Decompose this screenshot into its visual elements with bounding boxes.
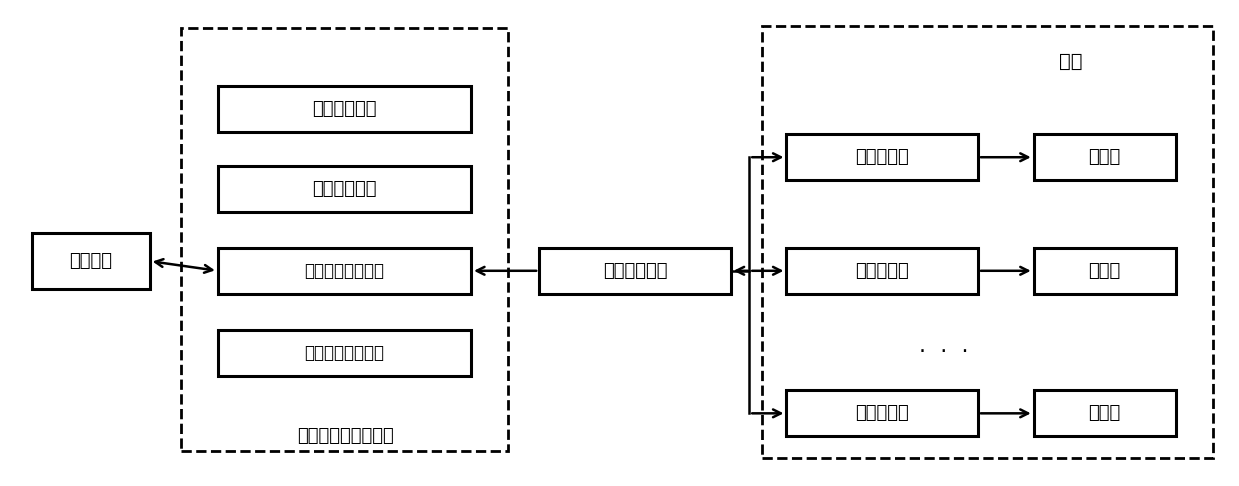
Bar [1033, 390, 1176, 436]
Bar [1033, 134, 1176, 180]
Text: 智能计算模块: 智能计算模块 [312, 180, 377, 198]
Bar [787, 134, 978, 180]
Bar [539, 248, 731, 294]
Text: 灌装机: 灌装机 [1089, 148, 1121, 166]
Text: 灌装机: 灌装机 [1089, 404, 1121, 422]
Text: 数据采集器: 数据采集器 [855, 404, 909, 422]
Bar [218, 330, 471, 376]
Bar [762, 26, 1213, 458]
Bar [218, 166, 471, 211]
Text: 无线通信模块: 无线通信模块 [602, 262, 668, 280]
Text: 维保工单生成模块: 维保工单生成模块 [305, 262, 384, 280]
Bar [181, 28, 508, 451]
Bar [218, 248, 471, 294]
Text: 维保人员: 维保人员 [69, 252, 113, 270]
Bar [1033, 248, 1176, 294]
Bar [218, 86, 471, 132]
Text: 数据采集器: 数据采集器 [855, 148, 909, 166]
Bar [32, 233, 150, 289]
Text: 车间: 车间 [1059, 52, 1083, 71]
Text: 数据采集器: 数据采集器 [855, 262, 909, 280]
Text: 数据存储模块: 数据存储模块 [312, 100, 377, 118]
Text: 维保工单发送模块: 维保工单发送模块 [305, 344, 384, 362]
Bar [787, 390, 978, 436]
Text: 灌装机: 灌装机 [1089, 262, 1121, 280]
Bar [787, 248, 978, 294]
Text: ·  ·  ·: · · · [918, 342, 968, 362]
Text: 移动式远程运维系统: 移动式远程运维系统 [296, 427, 394, 445]
